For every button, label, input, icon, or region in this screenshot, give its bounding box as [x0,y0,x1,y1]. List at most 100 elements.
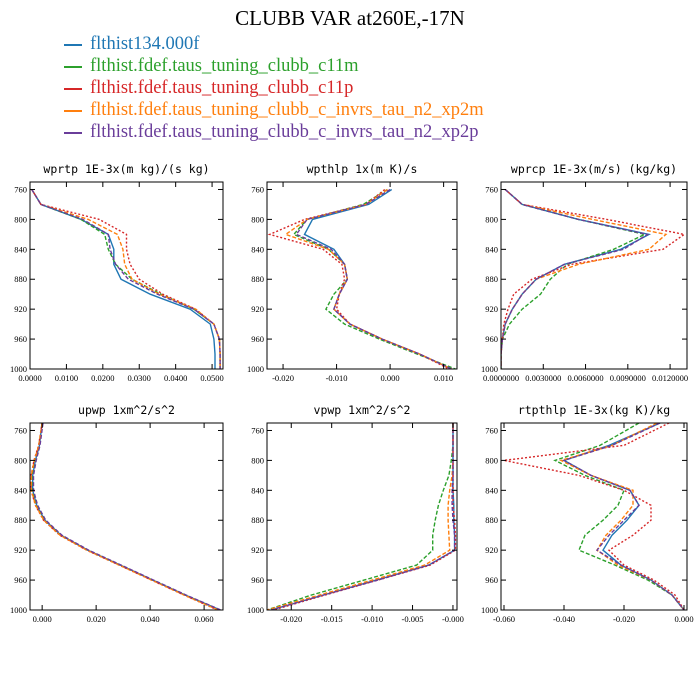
legend-swatch [64,132,82,134]
y-tick-label: 920 [485,545,498,555]
y-tick-label: 880 [14,515,27,525]
legend-label: flthist134.000f [90,33,200,54]
series-line [303,188,452,369]
series-line [267,423,454,610]
legend-item: flthist134.000f [64,33,484,55]
legend-item: flthist.fdef.taus_tuning_clubb_c_invrs_t… [64,121,484,143]
series-line [32,423,222,610]
y-tick-label: 960 [14,334,27,344]
legend-item: flthist.fdef.taus_tuning_clubb_c_invrs_t… [64,99,484,121]
legend-label: flthist.fdef.taus_tuning_clubb_c11m [90,55,359,76]
y-tick-label: 1000 [247,364,264,374]
x-tick-label: 0.000 [674,614,693,624]
y-tick-label: 920 [14,545,27,555]
series-line [31,189,221,369]
series-line [32,423,221,610]
series-line [270,423,456,610]
x-tick-label: 0.0120000 [652,373,688,383]
y-tick-label: 960 [251,334,264,344]
series-line [501,188,647,369]
legend-label: flthist.fdef.taus_tuning_clubb_c_invrs_t… [90,99,484,120]
y-tick-label: 760 [485,184,498,194]
legend-swatch [64,110,82,112]
series-line [267,188,450,369]
panel-title: wpthlp 1x(m K)/s [307,162,418,176]
series-line [31,189,221,369]
y-tick-label: 840 [14,485,27,495]
x-tick-label: 0.0030000 [525,373,561,383]
x-tick-label: 0.020 [87,614,106,624]
plot-panel: rtpthlp 1E-3x(kg K)/kg 760 800 840 880 920 960… [481,403,694,624]
series-line [270,423,456,610]
series-line [559,423,685,610]
series-line [295,188,452,369]
plot-panel: wprtp 1E-3x(m kg)/(s kg) 760 800 840 880 920 9… [10,162,224,383]
y-tick-label: 920 [14,304,27,314]
y-tick-label: 880 [251,515,264,525]
y-tick-label: 760 [251,425,264,435]
y-tick-label: 760 [251,184,264,194]
series-line [553,423,685,610]
x-tick-label: 0.000 [381,373,400,383]
y-tick-label: 1000 [481,605,498,615]
page-title: CLUBB VAR at260E,-17N [235,6,465,30]
y-tick-label: 1000 [10,364,27,374]
series-line [501,188,652,369]
x-tick-label: 0.0300 [128,373,151,383]
y-tick-label: 1000 [247,605,264,615]
x-tick-label: -0.010 [361,614,383,624]
x-tick-label: 0.000 [33,614,52,624]
plot-frame [500,422,688,611]
y-tick-label: 880 [485,274,498,284]
y-tick-label: 920 [485,304,498,314]
x-tick-label: -0.060 [493,614,515,624]
y-tick-label: 800 [14,455,27,465]
x-tick-label: 0.040 [141,614,160,624]
panel-title: rtpthlp 1E-3x(kg K)/kg [518,403,670,417]
y-tick-label: 960 [485,575,498,585]
series-line [31,189,216,369]
x-tick-label: 0.0000000 [483,373,519,383]
y-tick-label: 840 [251,485,264,495]
plot-frame [29,181,224,370]
plot-panel: upwp 1xm^2/s^2 760 800 840 880 920 960 1000 0.00… [10,403,224,624]
y-tick-label: 760 [14,184,27,194]
y-tick-label: 1000 [481,364,498,374]
y-tick-label: 960 [485,334,498,344]
plot-frame [29,422,224,611]
legend-item: flthist.fdef.taus_tuning_clubb_c11p [64,77,484,99]
series-line [501,188,668,369]
y-tick-label: 880 [14,274,27,284]
y-tick-label: 840 [14,244,27,254]
series-line [501,188,686,369]
x-tick-label: 0.060 [195,614,214,624]
y-tick-label: 800 [485,455,498,465]
y-tick-label: 800 [251,214,264,224]
x-tick-label: -0.040 [553,614,575,624]
plot-panel: vpwp 1xm^2/s^2 760 800 840 880 920 960 1000 -0.0… [247,403,464,624]
legend-swatch [64,44,82,46]
y-tick-label: 760 [14,425,27,435]
y-tick-label: 1000 [10,605,27,615]
series-line [30,423,219,610]
y-tick-label: 840 [485,244,498,254]
plot-frame [266,181,458,370]
y-tick-label: 800 [14,214,27,224]
x-tick-label: -0.005 [402,614,424,624]
x-tick-label: 0.0060000 [567,373,603,383]
y-tick-label: 800 [251,455,264,465]
x-tick-label: 0.010 [434,373,453,383]
legend-swatch [64,88,82,90]
series-line [31,189,221,369]
plot-panel: wprcp 1E-3x(m/s) (kg/kg) 760 800 840 880 920 9… [481,162,688,383]
x-tick-label: 0.0200 [91,373,114,383]
panel-title: vpwp 1xm^2/s^2 [314,403,411,417]
legend-item: flthist.fdef.taus_tuning_clubb_c11m [64,55,484,77]
series-line [501,188,650,369]
y-tick-label: 840 [485,485,498,495]
x-tick-label: -0.020 [613,614,635,624]
x-tick-label: 0.0000 [18,373,41,383]
series-line [284,188,452,369]
x-tick-label: -0.020 [272,373,294,383]
x-tick-label: -0.020 [280,614,302,624]
